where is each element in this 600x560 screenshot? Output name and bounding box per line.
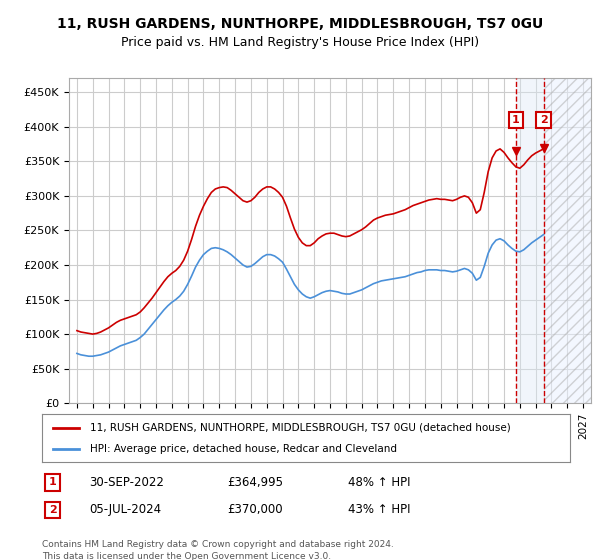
Bar [516,78,544,403]
Text: 2: 2 [49,505,56,515]
Text: 2: 2 [539,115,547,125]
Text: 48% ↑ HPI: 48% ↑ HPI [348,476,411,489]
Text: 1: 1 [49,477,56,487]
Text: Contains HM Land Registry data © Crown copyright and database right 2024.: Contains HM Land Registry data © Crown c… [42,540,394,549]
Text: This data is licensed under the Open Government Licence v3.0.: This data is licensed under the Open Gov… [42,552,331,560]
Text: Price paid vs. HM Land Registry's House Price Index (HPI): Price paid vs. HM Land Registry's House … [121,36,479,49]
Text: 30-SEP-2022: 30-SEP-2022 [89,476,164,489]
Bar [544,78,591,403]
Text: 11, RUSH GARDENS, NUNTHORPE, MIDDLESBROUGH, TS7 0GU: 11, RUSH GARDENS, NUNTHORPE, MIDDLESBROU… [57,17,543,31]
Text: £370,000: £370,000 [227,503,283,516]
Text: 43% ↑ HPI: 43% ↑ HPI [348,503,411,516]
Text: 11, RUSH GARDENS, NUNTHORPE, MIDDLESBROUGH, TS7 0GU (detached house): 11, RUSH GARDENS, NUNTHORPE, MIDDLESBROU… [89,423,510,433]
Text: 1: 1 [512,115,520,125]
Text: £364,995: £364,995 [227,476,283,489]
Text: HPI: Average price, detached house, Redcar and Cleveland: HPI: Average price, detached house, Redc… [89,444,397,454]
Text: 05-JUL-2024: 05-JUL-2024 [89,503,161,516]
